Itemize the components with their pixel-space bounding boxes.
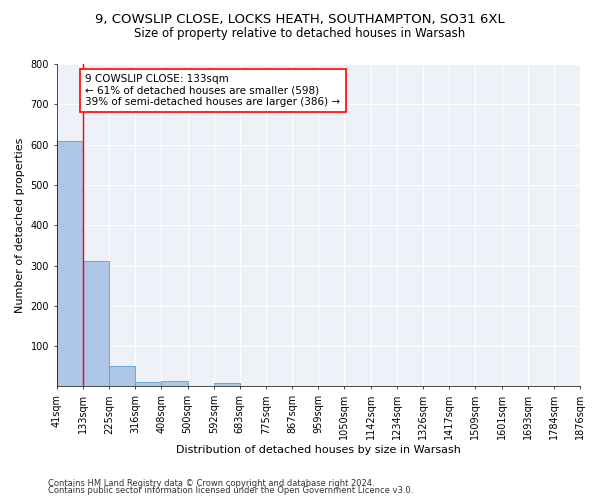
Text: 9 COWSLIP CLOSE: 133sqm
← 61% of detached houses are smaller (598)
39% of semi-d: 9 COWSLIP CLOSE: 133sqm ← 61% of detache… [85,74,340,108]
Y-axis label: Number of detached properties: Number of detached properties [15,138,25,313]
Bar [214,383,240,386]
Bar [109,366,136,386]
Text: Contains HM Land Registry data © Crown copyright and database right 2024.: Contains HM Land Registry data © Crown c… [48,478,374,488]
Text: 9, COWSLIP CLOSE, LOCKS HEATH, SOUTHAMPTON, SO31 6XL: 9, COWSLIP CLOSE, LOCKS HEATH, SOUTHAMPT… [95,12,505,26]
Bar [135,382,161,386]
Text: Contains public sector information licensed under the Open Government Licence v3: Contains public sector information licen… [48,486,413,495]
Bar [161,381,188,386]
Bar [56,142,83,386]
X-axis label: Distribution of detached houses by size in Warsash: Distribution of detached houses by size … [176,445,461,455]
Bar [83,262,109,386]
Text: Size of property relative to detached houses in Warsash: Size of property relative to detached ho… [134,28,466,40]
